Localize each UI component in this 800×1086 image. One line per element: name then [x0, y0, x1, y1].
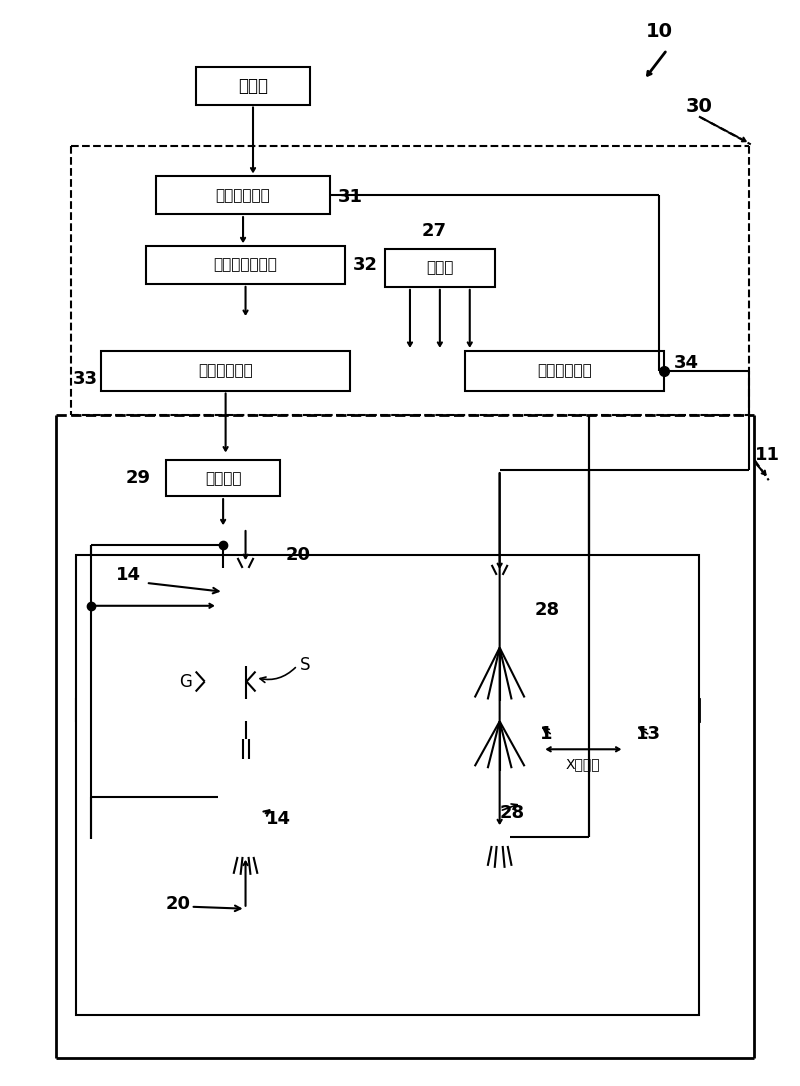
Text: 13: 13 [636, 725, 661, 743]
Text: 31: 31 [338, 188, 363, 206]
Bar [101, 351, 350, 391]
Text: 28: 28 [500, 804, 525, 822]
Bar [235, 568, 255, 585]
Bar [235, 646, 255, 666]
Text: G: G [178, 672, 192, 691]
Bar [218, 778, 274, 817]
Bar [385, 249, 494, 287]
Bar [235, 837, 255, 857]
Text: 10: 10 [646, 23, 673, 41]
Text: 27: 27 [422, 222, 447, 240]
Text: 33: 33 [73, 369, 98, 388]
Bar [196, 66, 310, 104]
Bar [228, 817, 263, 837]
Bar [166, 460, 281, 496]
Bar [486, 628, 514, 647]
Bar [490, 828, 510, 846]
Text: 29: 29 [126, 469, 151, 488]
Text: 压缩机: 压缩机 [426, 261, 454, 276]
Bar [486, 773, 514, 793]
Bar [76, 555, 699, 1015]
Text: 碱性水生成单元: 碱性水生成单元 [214, 257, 278, 273]
Text: 30: 30 [686, 97, 712, 116]
Text: 14: 14 [266, 810, 290, 828]
Text: 34: 34 [674, 354, 699, 371]
Text: 1: 1 [539, 725, 552, 743]
Bar [218, 585, 274, 626]
Text: 加热机构: 加热机构 [205, 470, 242, 485]
Text: 28: 28 [534, 601, 560, 619]
Bar [465, 351, 664, 391]
Bar [661, 699, 699, 721]
Bar [235, 759, 255, 778]
Text: 软水生成单元: 软水生成单元 [216, 188, 270, 203]
Text: 20: 20 [286, 546, 310, 564]
Text: 20: 20 [166, 895, 191, 912]
Bar [146, 247, 345, 283]
Bar [76, 699, 114, 721]
Bar [156, 176, 330, 214]
Bar [490, 574, 510, 593]
Text: 32: 32 [353, 256, 378, 274]
Text: 11: 11 [754, 446, 780, 465]
Text: S: S [300, 656, 311, 673]
Bar [478, 593, 522, 628]
Bar [478, 793, 522, 828]
Text: 中性水加压箱: 中性水加压箱 [537, 363, 592, 378]
Text: 14: 14 [116, 566, 141, 584]
Text: X轴方向: X轴方向 [566, 757, 601, 771]
Bar [228, 626, 263, 646]
Bar [76, 699, 699, 721]
Text: 自来水: 自来水 [238, 77, 268, 94]
Text: 碱性水加压箱: 碱性水加压箱 [198, 363, 253, 378]
